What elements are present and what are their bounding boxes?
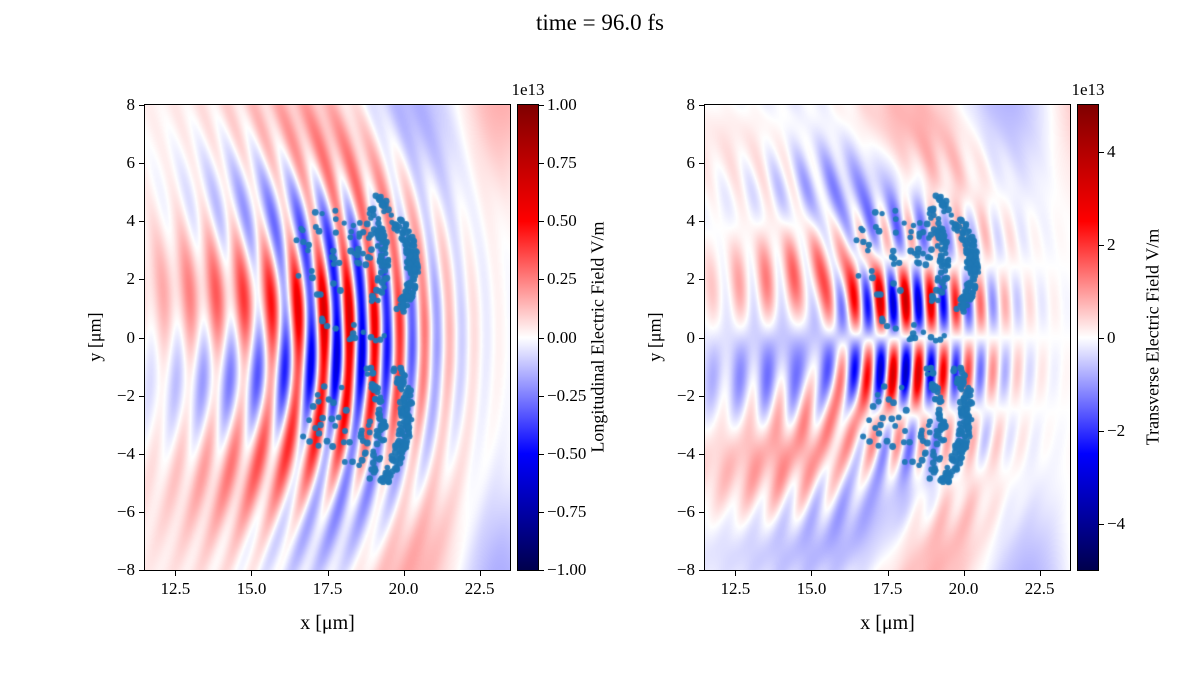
colorbar-tick-label: −0.75 <box>547 501 587 521</box>
colorbar-offset-text-longitudinal: 1e13 <box>511 80 545 99</box>
colorbar-transverse <box>1077 104 1099 571</box>
colorbar-tick-mark <box>539 163 544 165</box>
colorbar-tick-label: −1.00 <box>547 560 587 579</box>
y-tick-label: −4 <box>116 443 135 463</box>
y-tick-label: 4 <box>686 211 696 231</box>
x-tick-label: 22.5 <box>1024 579 1055 598</box>
colorbar-tick-label: −0.50 <box>547 443 587 463</box>
x-tick-mark <box>811 571 813 576</box>
x-tick-mark <box>1039 571 1041 576</box>
y-tick-label: 2 <box>686 269 696 289</box>
y-tick-label: 8 <box>686 95 696 114</box>
colorbar-tick-mark <box>539 570 544 571</box>
x-tick-mark <box>479 571 481 576</box>
y-tick-label: −4 <box>676 443 695 463</box>
y-tick-mark <box>699 511 705 513</box>
y-tick-mark <box>699 453 705 455</box>
colorbar-tick-label: 2 <box>1107 234 1116 254</box>
y-tick-mark <box>139 511 145 513</box>
x-tick-mark <box>963 571 965 576</box>
y-tick-mark <box>699 221 705 223</box>
y-tick-label: 6 <box>686 153 696 173</box>
colorbar-tick-mark <box>539 105 544 106</box>
colorbar-tick-label: 0.75 <box>547 153 577 173</box>
x-tick-label: 17.5 <box>872 579 903 598</box>
colorbar-tick-label: 0.00 <box>547 327 577 347</box>
colorbar-tick-mark <box>539 279 544 281</box>
y-tick-label: −2 <box>676 385 695 405</box>
y-tick-label: 2 <box>126 269 136 289</box>
y-tick-label: 6 <box>126 153 136 173</box>
y-tick-mark <box>699 337 705 339</box>
y-tick-mark <box>699 163 705 165</box>
y-tick-mark <box>699 395 705 397</box>
colorbar-tick-mark <box>1099 430 1104 432</box>
y-tick-label: 8 <box>126 95 136 114</box>
y-tick-mark <box>139 453 145 455</box>
colorbar-tick-mark <box>539 337 544 339</box>
y-tick-mark <box>139 395 145 397</box>
x-tick-label: 15.0 <box>236 579 267 598</box>
heatmap-canvas-longitudinal <box>145 105 510 570</box>
x-tick-label: 15.0 <box>796 579 827 598</box>
colorbar-tick-mark <box>539 511 544 513</box>
y-tick-label: −8 <box>676 560 695 579</box>
y-tick-label: −2 <box>116 385 135 405</box>
colorbar-tick-label: −4 <box>1107 513 1126 533</box>
y-tick-mark <box>139 105 145 106</box>
x-tick-label: 22.5 <box>464 579 495 598</box>
x-tick-label: 12.5 <box>720 579 751 598</box>
figure-title: time = 96.0 fs <box>536 10 664 35</box>
y-tick-label: −6 <box>676 501 695 521</box>
y-tick-label: −8 <box>116 560 135 579</box>
colorbar-tick-label: 4 <box>1107 141 1116 161</box>
y-tick-mark <box>699 279 705 281</box>
axes-longitudinal <box>144 104 511 571</box>
colorbar-tick-mark <box>1099 151 1104 153</box>
x-tick-label: 17.5 <box>312 579 343 598</box>
x-tick-mark <box>735 571 737 576</box>
colorbar-tick-mark <box>1099 244 1104 246</box>
colorbar-tick-label: 1.00 <box>547 95 577 114</box>
y-tick-label: −6 <box>116 501 135 521</box>
y-tick-mark <box>699 105 705 106</box>
colorbar-tick-label: −0.25 <box>547 385 587 405</box>
colorbar-tick-mark <box>539 453 544 455</box>
colorbar-tick-mark <box>539 221 544 223</box>
colorbar-offset-text-transverse: 1e13 <box>1071 80 1105 99</box>
y-tick-label: 4 <box>126 211 136 231</box>
colorbar-tick-label: 0.50 <box>547 211 577 231</box>
y-tick-label: 0 <box>126 327 136 347</box>
y-tick-mark <box>139 221 145 223</box>
colorbar-tick-mark <box>1099 523 1104 525</box>
y-tick-mark <box>139 163 145 165</box>
colorbar-tick-label: 0 <box>1107 327 1116 347</box>
x-tick-mark <box>327 571 329 576</box>
y-tick-mark <box>139 337 145 339</box>
x-tick-label: 20.0 <box>388 579 419 598</box>
y-tick-mark <box>699 570 705 571</box>
colorbar-tick-label: 0.25 <box>547 269 577 289</box>
x-axis-label-longitudinal: x [μm] <box>300 612 355 634</box>
x-tick-label: 12.5 <box>160 579 191 598</box>
x-tick-mark <box>403 571 405 576</box>
colorbar-tick-mark <box>1099 337 1104 339</box>
y-tick-label: 0 <box>686 327 696 347</box>
x-axis-label-transverse: x [μm] <box>860 612 915 634</box>
x-tick-mark <box>175 571 177 576</box>
x-tick-mark <box>251 571 253 576</box>
colorbar-tick-mark <box>539 395 544 397</box>
x-tick-mark <box>887 571 889 576</box>
colorbar-tick-label: −2 <box>1107 420 1126 440</box>
y-tick-mark <box>139 570 145 571</box>
colorbar-longitudinal <box>517 104 539 571</box>
heatmap-canvas-transverse <box>705 105 1070 570</box>
axes-transverse <box>704 104 1071 571</box>
x-tick-label: 20.0 <box>948 579 979 598</box>
y-tick-mark <box>139 279 145 281</box>
